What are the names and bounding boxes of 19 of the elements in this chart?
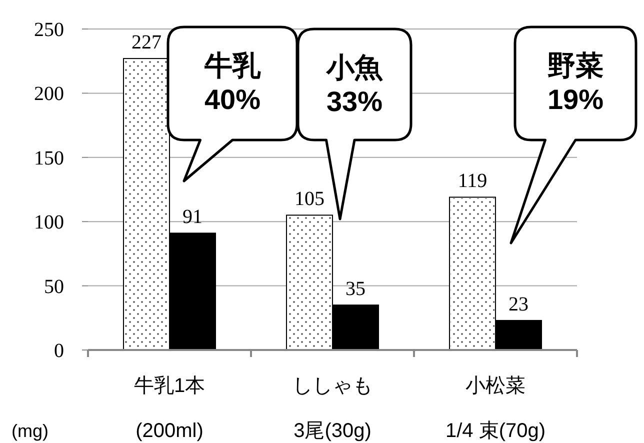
x-tick-label: 小松菜 1/4 束(70g)	[445, 375, 546, 442]
annotation: 野菜 19%	[547, 50, 604, 115]
annotation: 牛乳 40%	[204, 50, 262, 115]
data-label: 35	[346, 278, 366, 300]
x-tick-label: ししゃも 3尾(30g)	[292, 375, 372, 442]
x-tick-label: 牛乳1本 (200ml)	[134, 375, 206, 442]
y-tick-label: 200	[34, 83, 64, 106]
y-axis-title: (mg)	[12, 421, 48, 441]
data-label: 105	[294, 188, 324, 210]
y-tick-label: 50	[44, 276, 64, 298]
data-label: 227	[132, 32, 162, 54]
y-tick-label: 100	[34, 212, 64, 234]
y-tick-label: 150	[34, 147, 64, 170]
data-label: 91	[182, 206, 202, 228]
y-tick-label: 250	[34, 19, 64, 41]
y-tick-label: 0	[54, 340, 64, 362]
data-label: 119	[458, 170, 488, 192]
data-label: 23	[508, 293, 528, 316]
annotation: 小魚 33%	[326, 52, 384, 117]
